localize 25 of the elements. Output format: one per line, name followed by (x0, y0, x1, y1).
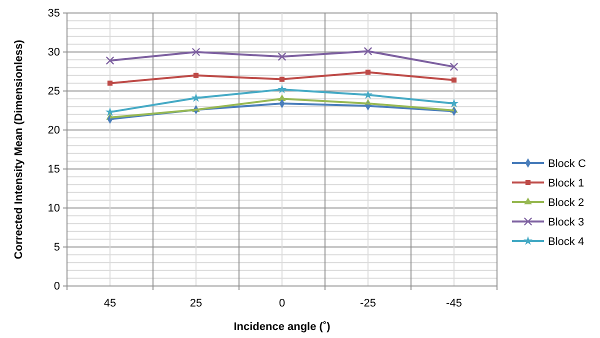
legend-label: Block 1 (548, 178, 584, 190)
x-tick-label: 45 (104, 298, 116, 310)
y-tick-label: 5 (54, 242, 60, 254)
x-axis-title: Incidence angle (˚) (234, 321, 331, 333)
y-axis-title: Corrected Intensity Mean (Dimensionless) (13, 39, 25, 260)
y-tick-label: 0 (54, 280, 60, 293)
y-tick-label: 10 (48, 202, 60, 215)
y-tick-label: 25 (48, 86, 60, 98)
point (450, 62, 458, 72)
legend-label: Block 4 (548, 236, 584, 248)
point (278, 52, 286, 61)
point (106, 56, 114, 65)
y-tick-label: 35 (48, 8, 60, 20)
legend-label: Block 2 (548, 197, 584, 209)
legend-label: Block 3 (548, 216, 584, 228)
y-tick-label: 30 (48, 46, 60, 59)
x-tick-label: 25 (190, 298, 202, 310)
x-tick-label: -45 (446, 298, 462, 310)
point (364, 46, 372, 56)
x-tick-label: 0 (278, 298, 286, 310)
y-tick-label: 20 (48, 124, 60, 137)
x-tick-label: -25 (360, 298, 376, 310)
y-tick-label: 15 (48, 164, 60, 176)
legend-label: Block C (548, 158, 586, 170)
point (192, 48, 200, 56)
